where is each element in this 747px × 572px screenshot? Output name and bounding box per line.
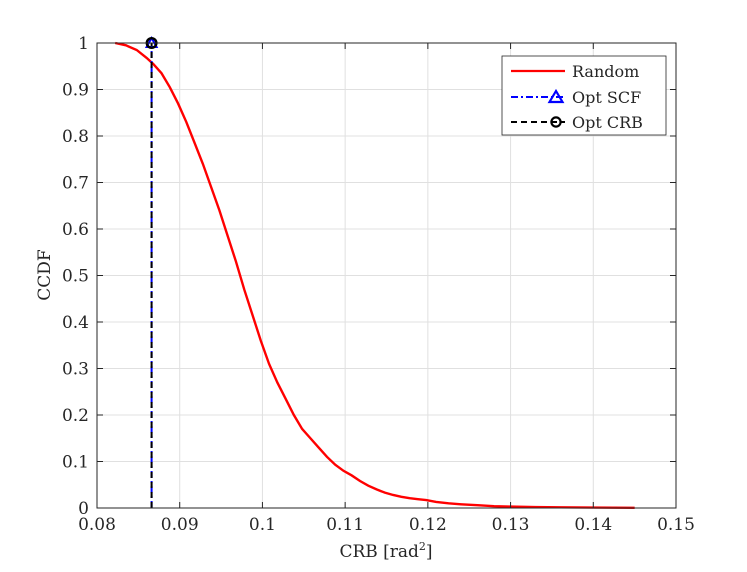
legend: Random Opt SCF Opt CRB bbox=[501, 55, 667, 136]
y-tick-label: 0.6 bbox=[62, 220, 89, 240]
x-axis-ticks: 0.08 0.09 0.1 0.11 0.12 0.13 0.14 0.15 bbox=[78, 43, 695, 535]
legend-label-random: Random bbox=[572, 62, 639, 81]
series-line-random bbox=[114, 41, 635, 509]
y-axis-label: CCDF bbox=[35, 249, 55, 301]
legend-box bbox=[501, 55, 667, 136]
x-tick-label: 0.11 bbox=[326, 515, 364, 535]
y-tick-label: 0.5 bbox=[62, 267, 89, 287]
legend-label-opt-crb: Opt CRB bbox=[572, 113, 643, 132]
legend-label-opt-scf: Opt SCF bbox=[572, 88, 641, 107]
y-tick-label: 0.2 bbox=[62, 406, 89, 426]
y-tick-label: 0.1 bbox=[62, 453, 89, 473]
x-tick-label: 0.08 bbox=[78, 515, 116, 535]
y-tick-label: 0.8 bbox=[62, 127, 89, 147]
y-tick-label: 0.9 bbox=[62, 81, 89, 101]
y-tick-label: 0 bbox=[78, 499, 89, 519]
y-tick-label: 0.4 bbox=[62, 313, 89, 333]
y-tick-label: 0.7 bbox=[62, 174, 89, 194]
x-axis-label: CRB [rad2] bbox=[339, 540, 432, 562]
x-tick-label: 0.13 bbox=[492, 515, 530, 535]
x-tick-label: 0.15 bbox=[657, 515, 695, 535]
x-tick-label: 0.12 bbox=[409, 515, 447, 535]
x-tick-label: 0.1 bbox=[249, 515, 276, 535]
x-tick-label: 0.09 bbox=[161, 515, 199, 535]
x-tick-label: 0.14 bbox=[574, 515, 612, 535]
y-tick-label: 0.3 bbox=[62, 360, 89, 380]
legend-marker-circle bbox=[550, 116, 562, 128]
y-tick-label: 1 bbox=[78, 34, 89, 54]
y-axis-ticks: 0 0.1 0.2 0.3 0.4 0.5 0.6 0.7 0.8 0.9 1 bbox=[62, 34, 676, 519]
legend-marker-triangle bbox=[547, 88, 565, 104]
